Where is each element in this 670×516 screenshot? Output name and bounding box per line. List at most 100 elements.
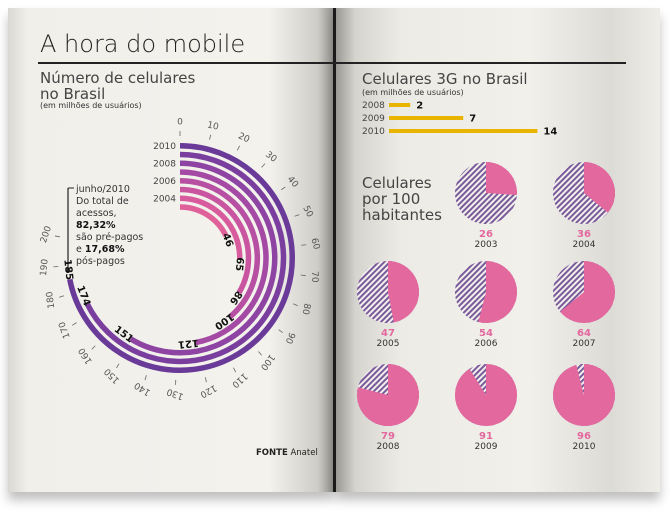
arc-year-label: 2008 [153,159,176,169]
axis-tick-label: 10 [206,120,220,132]
pie-value-label: 91 [479,431,493,442]
annotation-text: são pré-pagos [76,232,144,243]
axis-tick-label: 0 [177,118,183,128]
bar-chart-title: Celulares 3G no Brasil [362,70,528,88]
radial-chart-title: Número de celulares no Brasil [40,69,196,103]
axis-tick [233,367,237,373]
arc-bar-2006 [179,178,260,320]
left-page [8,8,334,492]
axis-tick [301,244,307,246]
bar-2008 [389,103,411,107]
annotation-text: e [76,244,82,255]
axis-tick-label: 40 [285,175,300,190]
pie-value-label: 96 [577,431,591,442]
annotation-dot [66,269,70,273]
annotation-text: pós-pagos [76,256,125,267]
arc-bar-2005 [179,186,252,295]
pie-slice-2004 [584,162,616,213]
axis-tick-label: 50 [300,204,314,219]
arc-value-label: 121 [177,337,199,350]
source-label: FONTE [256,448,288,458]
axis-tick [294,214,300,217]
pie-chart-title: Celulares por 100 habitantes [362,174,442,224]
annotation: junho/2010 Do total de acessos, 82,32% s… [76,184,156,268]
axis-tick [261,163,266,168]
arc-bar-2009 [84,151,287,365]
source-value: Anatel [290,448,318,458]
arc-value-label: 185 [61,259,74,281]
axis-tick [278,329,283,333]
bar-value-label: 7 [469,114,476,125]
axis-tick-label: 120 [198,382,218,399]
pie-year-label: 2005 [377,339,400,349]
pie-value-label: 26 [479,229,493,240]
radial-chart-subtitle: (em milhões de usuários) [40,101,142,110]
pie-year-label: 2010 [573,442,596,452]
pie-year-label: 2007 [573,339,596,349]
pie-slice-2006 [478,261,517,323]
axis-tick [209,134,212,140]
axis-tick-label: 190 [39,258,51,276]
axis-tick-label: 200 [39,225,54,245]
axis-tick [91,345,96,350]
pie-value-label: 47 [381,328,395,339]
axis-tick-label: 30 [263,150,278,165]
axis-tick-label: 140 [133,379,153,397]
pie-year-label: 2006 [475,339,498,349]
axis-tick [258,351,262,356]
pie-value-label: 54 [479,328,493,339]
bar-2010 [389,129,538,133]
axis-tick-label: 20 [236,131,251,145]
axis-tick [116,363,120,369]
pie-slice-2003 [486,162,517,195]
source-credit: FONTE Anatel [256,448,318,458]
axis-tick-label: 60 [309,237,322,251]
axis-tick-label: 90 [283,330,297,345]
bar-2009 [389,116,464,120]
title-rule [38,62,626,64]
bar-value-label: 14 [543,127,557,138]
arc-value-label: 46 [220,232,235,249]
bar-category-label: 2009 [362,114,385,124]
arc-bar-2003 [179,204,229,238]
pie-value-label: 64 [577,328,591,339]
annotation-text: Do total de acessos, [76,196,129,219]
arc-year-label: 2004 [153,194,176,204]
axis-tick [292,303,298,306]
pie-year-label: 2009 [475,442,498,452]
arc-bar-2008 [129,160,278,356]
page-title: A hora do mobile [40,30,246,58]
axis-tick-label: 180 [45,291,57,310]
arc-value-label: 65 [233,257,245,272]
pie-year-label: 2003 [475,240,498,250]
annotation-postpaid: 17,68% [84,244,125,255]
axis-tick [54,235,60,238]
arc-year-label: 2006 [153,177,176,187]
axis-tick [236,145,240,151]
pie-value-label: 79 [381,431,395,442]
arc-bar-2007 [179,169,269,346]
bar-category-label: 2010 [362,127,385,137]
axis-tick [204,377,207,383]
pie-slice-2005 [388,261,419,323]
axis-tick [72,322,77,326]
axis-tick [144,375,147,381]
axis-tick-label: 160 [77,345,95,365]
axis-tick [59,295,65,298]
spine [333,8,336,492]
bar-category-label: 2008 [362,101,385,111]
arc-bar-2004 [179,195,243,260]
annotation-prepaid: 82,32% [76,220,116,231]
pie-year-label: 2004 [573,240,596,250]
annotation-date: junho/2010 [76,184,130,195]
arc-bar-2010 [67,143,295,373]
axis-tick-label: 150 [103,366,122,385]
pie-year-label: 2008 [377,442,400,452]
bar-value-label: 2 [416,101,423,112]
pie-slice-2009 [455,364,517,426]
pie-value-label: 36 [577,229,591,240]
axis-tick-label: 110 [229,370,249,389]
pie-slice-2007 [560,261,616,323]
